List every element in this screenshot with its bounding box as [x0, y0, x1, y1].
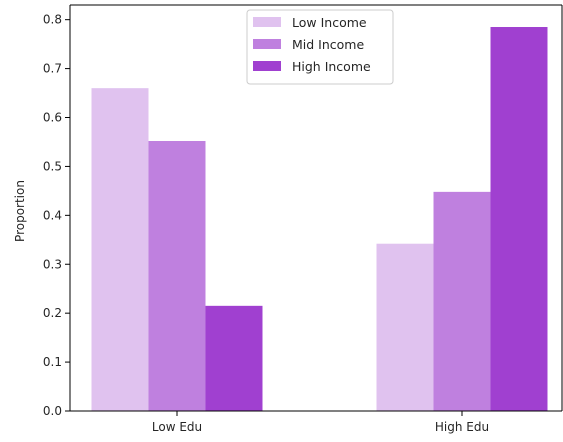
bar-mid-income-low-edu	[148, 140, 206, 411]
x-tick-label: Low Edu	[152, 420, 202, 434]
y-tick-label: 0.7	[43, 62, 62, 76]
bar-high-income-high-edu	[490, 27, 548, 411]
legend: Low Income Mid Income High Income	[246, 9, 394, 85]
y-axis-label: Proportion	[13, 180, 27, 242]
legend-swatch	[253, 61, 281, 71]
x-tick-label: High Edu	[435, 420, 489, 434]
axes-group	[69, 4, 563, 412]
y-ticks-group: 0.0 0.1 0.2 0.3 0.4 0.5 0.6 0.7 0.8	[43, 13, 70, 418]
y-tick-label: 0.2	[43, 306, 62, 320]
legend-frame	[246, 9, 394, 85]
y-tick-label: 0.3	[43, 257, 62, 271]
y-tick-label: 0.1	[43, 355, 62, 369]
y-tick-label: 0.5	[43, 159, 62, 173]
y-tick-label: 0.0	[43, 404, 62, 418]
legend-swatch	[253, 17, 281, 27]
bars-group	[91, 27, 548, 412]
bar-low-income-high-edu	[376, 243, 434, 411]
y-tick-label: 0.6	[43, 111, 62, 125]
bar-low-income-low-edu	[91, 88, 149, 412]
bar-mid-income-high-edu	[433, 191, 491, 411]
legend-swatch	[253, 39, 281, 49]
bar-high-income-low-edu	[205, 305, 263, 411]
x-ticks-group: Low Edu High Edu	[152, 411, 489, 434]
legend-label: Mid Income	[292, 37, 364, 52]
y-tick-label: 0.4	[43, 208, 62, 222]
legend-label: High Income	[292, 59, 371, 74]
y-tick-label: 0.8	[43, 13, 62, 27]
legend-label: Low Income	[292, 15, 367, 30]
